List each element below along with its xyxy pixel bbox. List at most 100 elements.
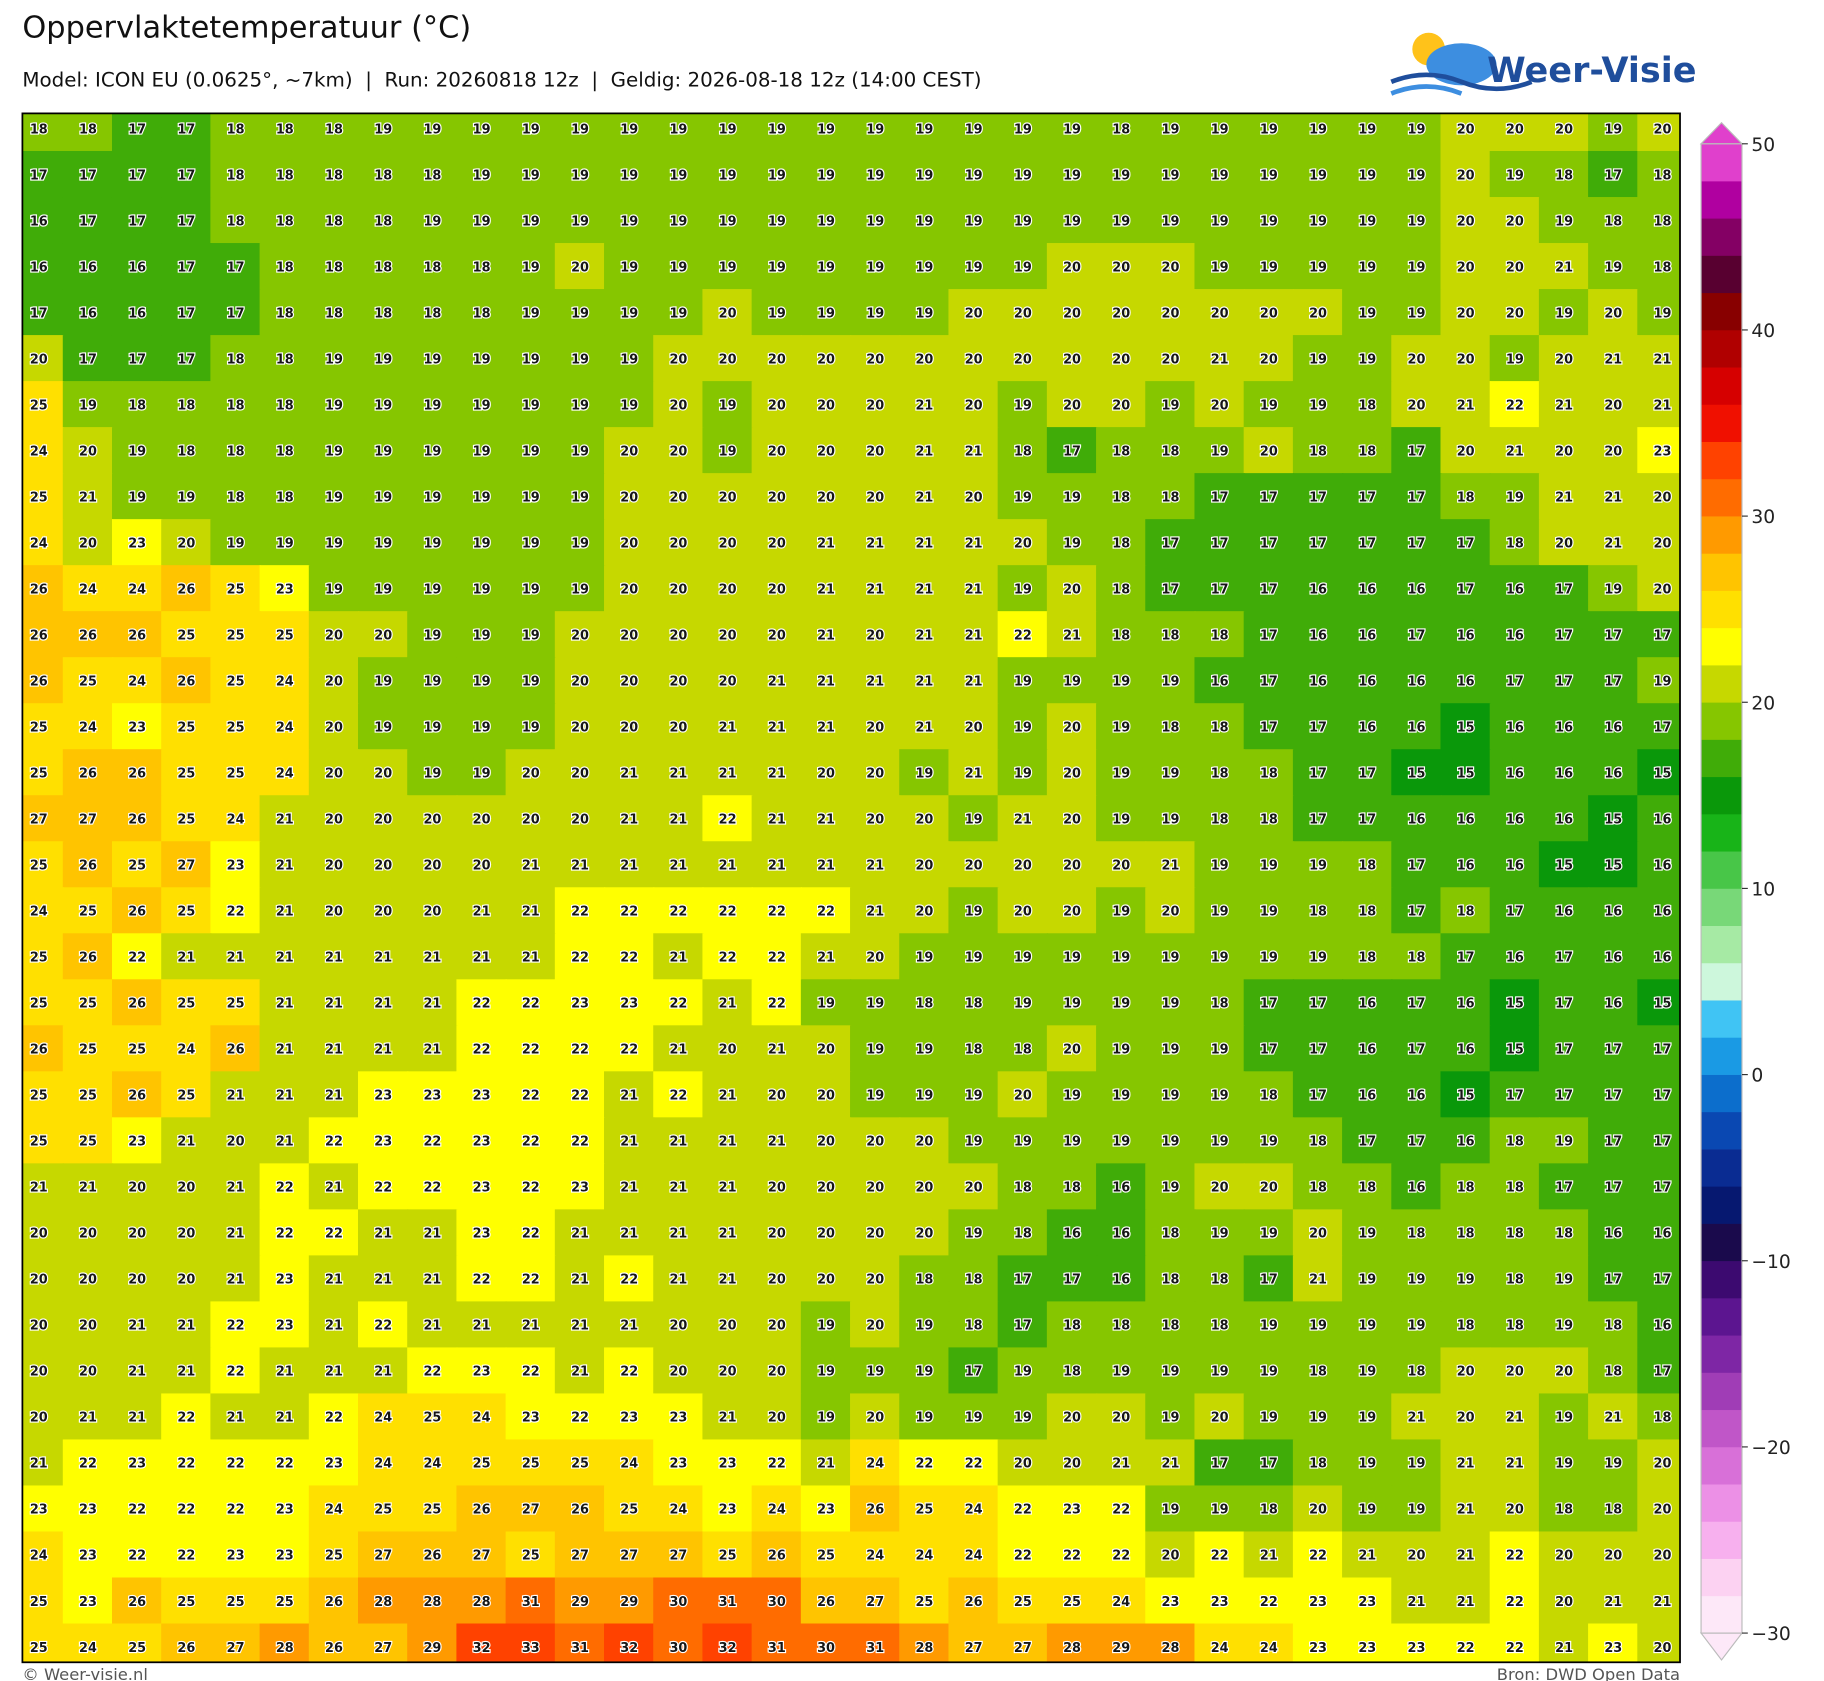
temperature-cell bbox=[161, 289, 212, 337]
temperature-cell bbox=[1342, 381, 1393, 429]
temperature-cell bbox=[948, 1439, 999, 1487]
temperature-cell bbox=[1292, 381, 1344, 429]
temperature-cell bbox=[1637, 565, 1681, 613]
temperature-label: 23 bbox=[374, 1135, 392, 1150]
temperature-cell bbox=[604, 113, 655, 153]
temperature-label: 23 bbox=[719, 1457, 737, 1472]
temperature-label: 22 bbox=[423, 1365, 441, 1380]
temperature-cell bbox=[1292, 749, 1344, 797]
temperature-cell bbox=[358, 243, 409, 291]
colorbar-segment bbox=[1701, 181, 1742, 219]
temperature-cell bbox=[22, 1071, 64, 1119]
temperature-label: 20 bbox=[915, 1135, 933, 1150]
temperature-cell bbox=[22, 1025, 64, 1073]
temperature-cell bbox=[1489, 113, 1541, 153]
temperature-cell bbox=[1145, 1209, 1196, 1257]
temperature-cell bbox=[210, 1163, 261, 1211]
temperature-label: 20 bbox=[866, 1227, 884, 1242]
temperature-cell bbox=[111, 1025, 163, 1073]
temperature-label: 19 bbox=[1112, 1365, 1130, 1380]
temperature-label: 23 bbox=[817, 1503, 835, 1518]
temperature-label: 18 bbox=[1211, 1273, 1229, 1288]
temperature-label: 18 bbox=[1309, 444, 1327, 459]
temperature-cell bbox=[22, 381, 64, 429]
temperature-cell bbox=[1637, 243, 1681, 291]
temperature-label: 24 bbox=[374, 1457, 392, 1472]
temperature-cell bbox=[604, 1025, 655, 1073]
temperature-cell bbox=[751, 1025, 803, 1073]
temperature-label: 22 bbox=[325, 1135, 343, 1150]
temperature-label: 19 bbox=[1260, 398, 1278, 413]
temperature-label: 20 bbox=[965, 398, 983, 413]
temperature-cell bbox=[751, 1485, 803, 1533]
temperature-cell bbox=[456, 1209, 507, 1257]
temperature-label: 20 bbox=[423, 859, 441, 874]
temperature-cell bbox=[1637, 657, 1681, 705]
temperature-label: 17 bbox=[177, 352, 195, 367]
temperature-cell bbox=[1391, 1439, 1442, 1487]
temperature-label: 24 bbox=[128, 582, 146, 597]
temperature-label: 22 bbox=[79, 1457, 97, 1472]
temperature-cell bbox=[1538, 473, 1590, 521]
temperature-cell bbox=[358, 979, 409, 1027]
temperature-cell bbox=[702, 565, 753, 613]
temperature-label: 18 bbox=[1014, 1043, 1032, 1058]
temperature-cell bbox=[653, 1347, 704, 1395]
temperature-label: 20 bbox=[325, 859, 343, 874]
temperature-label: 21 bbox=[866, 582, 884, 597]
temperature-label: 20 bbox=[571, 260, 589, 275]
temperature-label: 17 bbox=[1014, 1319, 1032, 1334]
temperature-cell bbox=[604, 749, 655, 797]
temperature-cell bbox=[505, 565, 556, 613]
temperature-label: 21 bbox=[1457, 398, 1475, 413]
temperature-label: 21 bbox=[276, 1135, 294, 1150]
temperature-cell bbox=[1243, 243, 1295, 291]
temperature-label: 21 bbox=[571, 1273, 589, 1288]
temperature-label: 19 bbox=[1014, 766, 1032, 781]
temperature-cell bbox=[1096, 1301, 1147, 1349]
temperature-cell bbox=[1096, 565, 1147, 613]
temperature-cell bbox=[604, 1071, 655, 1119]
temperature-label: 21 bbox=[817, 812, 835, 827]
temperature-label: 18 bbox=[1506, 1319, 1524, 1334]
temperature-cell bbox=[259, 749, 310, 797]
temperature-label: 21 bbox=[620, 1181, 638, 1196]
temperature-label: 19 bbox=[276, 536, 294, 551]
temperature-cell bbox=[22, 1623, 64, 1663]
temperature-label: 21 bbox=[1408, 1411, 1426, 1426]
temperature-cell bbox=[899, 887, 950, 935]
temperature-label: 20 bbox=[1014, 306, 1032, 321]
temperature-cell bbox=[1292, 427, 1344, 475]
temperature-label: 22 bbox=[522, 1181, 540, 1196]
temperature-label: 18 bbox=[276, 306, 294, 321]
temperature-cell bbox=[1391, 611, 1442, 659]
temperature-label: 18 bbox=[1358, 859, 1376, 874]
temperature-label: 22 bbox=[522, 1227, 540, 1242]
temperature-cell bbox=[1538, 1025, 1590, 1073]
temperature-label: 19 bbox=[620, 398, 638, 413]
temperature-label: 30 bbox=[669, 1641, 687, 1656]
temperature-cell bbox=[1391, 243, 1442, 291]
temperature-label: 19 bbox=[965, 1227, 983, 1242]
temperature-label: 16 bbox=[1506, 720, 1524, 735]
temperature-cell bbox=[1489, 1117, 1541, 1165]
temperature-cell bbox=[1342, 1117, 1393, 1165]
temperature-cell bbox=[22, 1347, 64, 1395]
temperature-label: 19 bbox=[522, 444, 540, 459]
temperature-label: 19 bbox=[965, 1135, 983, 1150]
temperature-cell bbox=[1243, 1577, 1295, 1625]
temperature-cell bbox=[456, 381, 507, 429]
temperature-cell bbox=[1243, 611, 1295, 659]
temperature-cell bbox=[62, 657, 114, 705]
temperature-cell bbox=[751, 657, 803, 705]
temperature-label: 19 bbox=[1358, 168, 1376, 183]
temperature-cell bbox=[1440, 381, 1491, 429]
temperature-label: 19 bbox=[1063, 674, 1081, 689]
temperature-label: 23 bbox=[669, 1411, 687, 1426]
temperature-label: 20 bbox=[669, 1365, 687, 1380]
logo-text: Weer-Visie bbox=[1487, 50, 1696, 91]
temperature-label: 16 bbox=[1457, 812, 1475, 827]
temperature-label: 20 bbox=[719, 1319, 737, 1334]
temperature-cell bbox=[850, 1531, 901, 1579]
temperature-label: 16 bbox=[1408, 720, 1426, 735]
